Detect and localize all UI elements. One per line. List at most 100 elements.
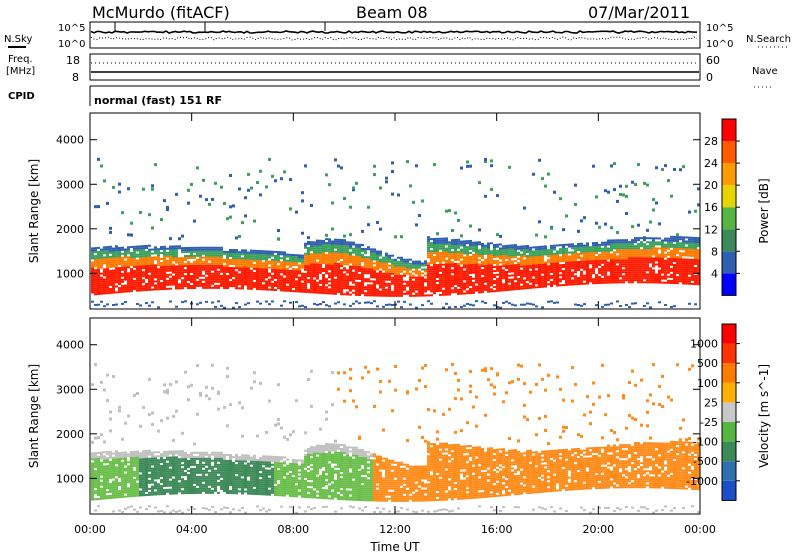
- heatmap-cell: [361, 272, 364, 275]
- heatmap-cell: [217, 274, 220, 277]
- heatmap-cell: [340, 247, 343, 250]
- heatmap-cell: [592, 266, 595, 269]
- heatmap-cell: [304, 284, 307, 287]
- heatmap-cell: [445, 251, 448, 254]
- heatmap-cell: [598, 269, 601, 272]
- heatmap-cell: [175, 285, 178, 288]
- heatmap-cell: [685, 272, 688, 275]
- heatmap-cell: [541, 285, 544, 288]
- heatmap-cell: [118, 409, 121, 413]
- heatmap-cell: [94, 452, 97, 455]
- heatmap-cell: [364, 264, 367, 267]
- heatmap-cell: [190, 254, 193, 257]
- heatmap-cell: [460, 276, 463, 279]
- heatmap-cell: [235, 275, 238, 278]
- heatmap-cell: [154, 270, 157, 273]
- heatmap-cell: [691, 258, 694, 261]
- heatmap-cell: [166, 263, 169, 266]
- heatmap-cell: [376, 258, 379, 261]
- heatmap-cell: [97, 491, 100, 494]
- heatmap-cell: [319, 271, 322, 274]
- heatmap-cell: [628, 247, 631, 250]
- heatmap-cell: [295, 262, 298, 265]
- heatmap-cell: [586, 270, 589, 273]
- heatmap-cell: [136, 470, 139, 473]
- heatmap-cell: [340, 279, 343, 282]
- heatmap-cell: [241, 265, 244, 268]
- heatmap-cell: [175, 287, 178, 290]
- heatmap-cell: [118, 496, 121, 499]
- heatmap-cell: [307, 273, 310, 276]
- heatmap-cell: [490, 274, 493, 277]
- heatmap-cell: [475, 273, 478, 276]
- heatmap-cell: [283, 263, 286, 266]
- heatmap-cell: [697, 251, 700, 254]
- heatmap-cell: [481, 269, 484, 272]
- heatmap-cell: [280, 253, 283, 256]
- heatmap-cell: [475, 259, 478, 262]
- heatmap-cell: [142, 492, 145, 495]
- heatmap-cell: [490, 268, 493, 271]
- heatmap-cell: [613, 259, 616, 262]
- heatmap-cell: [646, 269, 649, 272]
- heatmap-cell: [382, 305, 385, 308]
- heatmap-cell: [553, 246, 556, 249]
- heatmap-cell: [568, 265, 571, 268]
- heatmap-cell: [574, 283, 577, 286]
- heatmap-cell: [196, 254, 199, 257]
- heatmap-cell: [487, 246, 490, 249]
- heatmap-cell: [319, 253, 322, 256]
- heatmap-cell: [130, 459, 133, 462]
- heatmap-cell: [439, 251, 442, 254]
- heatmap-cell: [220, 276, 223, 279]
- heatmap-cell: [469, 257, 472, 260]
- heatmap-cell: [148, 278, 151, 281]
- heatmap-cell: [397, 278, 400, 281]
- heatmap-cell: [646, 279, 649, 282]
- heatmap-cell: [94, 279, 97, 282]
- heatmap-cell: [163, 247, 166, 250]
- heatmap-cell: [385, 290, 388, 293]
- heatmap-cell: [124, 481, 127, 484]
- heatmap-cell: [367, 301, 370, 304]
- heatmap-cell: [199, 258, 202, 261]
- heatmap-cell: [508, 268, 511, 271]
- heatmap-cell: [430, 250, 433, 253]
- heatmap-cell: [205, 286, 208, 289]
- heatmap-cell: [448, 269, 451, 272]
- heatmap-cell: [658, 269, 661, 272]
- heatmap-cell: [466, 280, 469, 283]
- heatmap-cell: [112, 472, 115, 475]
- heatmap-cell: [367, 248, 370, 251]
- heatmap-cell: [352, 265, 355, 268]
- heatmap-cell: [406, 160, 409, 164]
- heatmap-cell: [199, 268, 202, 271]
- heatmap-cell: [301, 254, 304, 257]
- heatmap-cell: [109, 456, 112, 459]
- heatmap-cell: [358, 291, 361, 294]
- heatmap-cell: [613, 275, 616, 278]
- heatmap-cell: [643, 281, 646, 284]
- heatmap-cell: [595, 276, 598, 279]
- heatmap-cell: [331, 254, 334, 257]
- heatmap-cell: [250, 273, 253, 276]
- heatmap-cell: [175, 277, 178, 280]
- heatmap-cell: [184, 259, 187, 262]
- heatmap-cell: [556, 254, 559, 257]
- heatmap-cell: [655, 201, 658, 205]
- heatmap-cell: [433, 290, 436, 293]
- heatmap-cell: [610, 302, 613, 305]
- heatmap-cell: [112, 494, 115, 497]
- heatmap-cell: [136, 247, 139, 250]
- heatmap-cell: [445, 267, 448, 270]
- heatmap-cell: [139, 289, 142, 292]
- heatmap-cell: [628, 279, 631, 282]
- heatmap-cell: [205, 198, 208, 202]
- heatmap-cell: [586, 276, 589, 279]
- heatmap-cell: [358, 273, 361, 276]
- heatmap-cell: [295, 290, 298, 293]
- heatmap-cell: [571, 253, 574, 256]
- heatmap-cell: [421, 290, 424, 293]
- heatmap-cell: [217, 252, 220, 255]
- heatmap-cell: [400, 268, 403, 271]
